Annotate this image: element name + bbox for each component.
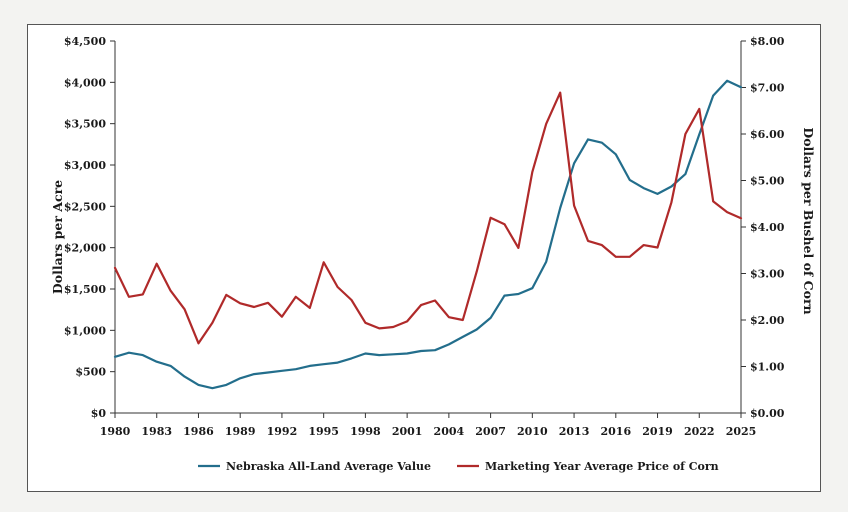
- x-tick-label: 1983: [141, 425, 172, 438]
- y-left-tick-label: $500: [75, 366, 106, 379]
- series-lines: [113, 79, 743, 390]
- y-right-tick-label: $1.00: [750, 361, 785, 374]
- y-left-tick-label: $4,500: [64, 35, 106, 48]
- y-right-tick-label: $7.00: [750, 82, 785, 95]
- y-right-tick-label: $3.00: [750, 268, 785, 281]
- y-left-tick-label: $2,500: [64, 200, 106, 213]
- y-left-tick-label: $0: [91, 407, 107, 420]
- y-left-tick-label: $2,000: [64, 242, 106, 255]
- y-right-tick-label: $2.00: [750, 314, 785, 327]
- x-tick-label: 2001: [392, 425, 423, 438]
- land-value-line: [113, 79, 743, 390]
- line-chart: 1980 1983 1986 1989 1992 1995 1998 2001 2004 2007…: [50, 35, 816, 473]
- chart-frame: 1980 1983 1986 1989 1992 1995 1998 2001 2004 2007…: [27, 24, 821, 492]
- y-left-tick-label: $3,000: [64, 159, 106, 172]
- y-left-tick-label: $4,000: [64, 76, 106, 89]
- x-tick-label: 1992: [267, 425, 298, 438]
- x-tick-label: 2007: [475, 425, 506, 438]
- x-tick-label: 1995: [308, 425, 339, 438]
- y-right-tick-label: $6.00: [750, 128, 785, 141]
- x-tick-label: 1980: [100, 425, 131, 438]
- y-left-tick-label: $1,500: [64, 283, 106, 296]
- x-tick-label: 1986: [183, 425, 214, 438]
- x-tick-label: 2016: [600, 425, 631, 438]
- y-left-tick-label: $3,500: [64, 118, 106, 131]
- axes: [110, 40, 746, 418]
- y-right-tick-label: $4.00: [750, 221, 785, 234]
- x-tick-label: 1989: [225, 425, 256, 438]
- x-tick-label: 1998: [350, 425, 381, 438]
- y-left-tick-label: $1,000: [64, 324, 106, 337]
- legend: Nebraska All-Land Average Value Marketin…: [198, 460, 719, 473]
- x-tick-label: 2022: [684, 425, 715, 438]
- corn-price-line: [113, 91, 743, 345]
- x-tick-label: 2019: [642, 425, 673, 438]
- x-tick-label: 2013: [559, 425, 590, 438]
- y-axis-left-title: Dollars per Acre: [50, 180, 65, 294]
- x-tick-label: 2004: [434, 425, 465, 438]
- x-tick-label: 2010: [517, 425, 548, 438]
- x-tick-label: 2025: [726, 425, 757, 438]
- tick-labels: 1980 1983 1986 1989 1992 1995 1998 2001 2004 2007…: [64, 35, 785, 438]
- y-axis-right-title: Dollars per Bushel of Corn: [801, 127, 816, 314]
- y-right-tick-label: $8.00: [750, 35, 785, 48]
- legend-label-land-value: Nebraska All-Land Average Value: [226, 460, 431, 473]
- legend-label-corn-price: Marketing Year Average Price of Corn: [485, 460, 719, 473]
- y-right-tick-label: $5.00: [750, 175, 785, 188]
- y-right-tick-label: $0.00: [750, 407, 785, 420]
